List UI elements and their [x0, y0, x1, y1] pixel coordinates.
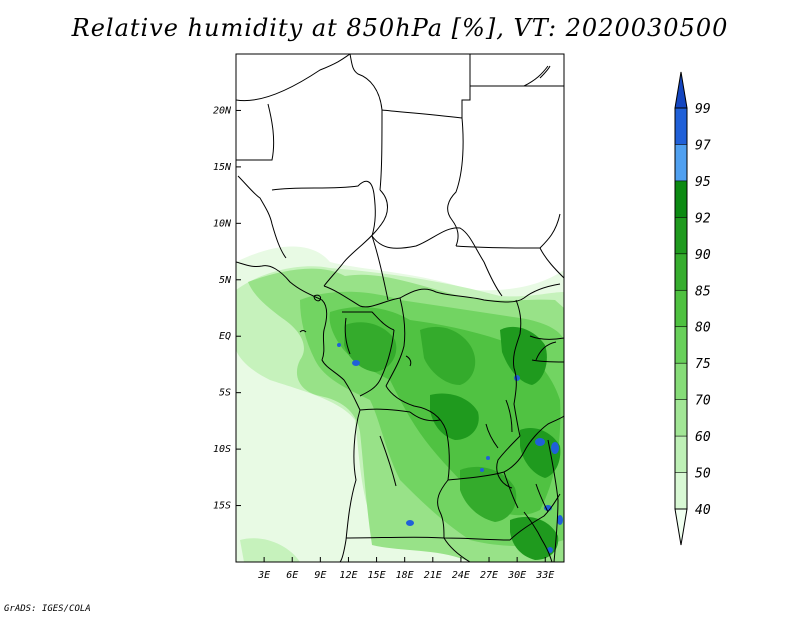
colorbar-upper-arrow: [674, 71, 688, 109]
colorbar-segment: [675, 108, 687, 145]
x-tick-label: 27E: [480, 570, 498, 581]
colorbar-label: 97: [695, 138, 711, 153]
x-tick-label: 9E: [314, 570, 326, 581]
colorbar-label: 60: [695, 430, 711, 445]
colorbar-label: 50: [695, 467, 711, 482]
colorbar-segment: [675, 399, 687, 437]
plot-frame: [235, 53, 565, 563]
colorbar-segment: [675, 363, 687, 400]
y-tick-label: 5S: [219, 388, 231, 399]
colorbar-segment: [675, 217, 687, 254]
colorbar-label: 95: [695, 175, 711, 190]
map-title: Relative humidity at 850hPa [%], VT: 202…: [71, 14, 729, 42]
y-tick-label: 10N: [213, 218, 232, 229]
y-tick-label: 15N: [213, 162, 232, 173]
colorbar-label: 70: [695, 394, 711, 409]
colorbar-segment: [675, 326, 687, 364]
y-tick-label: 15S: [213, 501, 231, 512]
colorbar-label: 40: [695, 503, 711, 518]
x-tick-label: 33E: [535, 570, 554, 581]
y-tick-label: EQ: [219, 331, 231, 342]
country-borders: [236, 54, 564, 562]
colorbar-segment: [675, 180, 687, 218]
x-tick-label: 6E: [286, 570, 298, 581]
footer-credit: GrADS: IGES/COLA: [4, 604, 91, 614]
colorbar-segment: [675, 472, 687, 509]
colorbar-label: 75: [695, 357, 711, 372]
x-tick-label: 24E: [452, 570, 470, 581]
x-tick-label: 3E: [257, 570, 270, 581]
x-tick-label: 18E: [396, 570, 414, 581]
y-tick-label: 5N: [219, 275, 232, 286]
colorbar-label: 85: [695, 284, 711, 299]
colorbar-segment: [675, 436, 687, 473]
x-tick-label: 30E: [507, 570, 526, 581]
y-tick-label: 20N: [213, 105, 232, 116]
colorbar-lower-arrow: [674, 508, 688, 546]
x-tick-label: 21E: [424, 570, 442, 581]
colorbar-segment: [675, 253, 687, 291]
colorbar-label: 90: [695, 248, 711, 263]
x-tick-label: 12E: [339, 570, 357, 581]
x-tick-label: 15E: [368, 570, 386, 581]
humidity-field: [236, 246, 564, 562]
colorbar-segment: [675, 144, 687, 181]
colorbar: 40 50 60 70 75 80 85 90 92 95 97 99: [674, 71, 711, 546]
colorbar-label: 92: [695, 211, 711, 226]
y-tick-label: 10S: [213, 444, 231, 455]
colorbar-label: 80: [695, 321, 711, 336]
colorbar-label: 99: [695, 102, 711, 117]
colorbar-segment: [675, 290, 687, 327]
axis-ticks: 3E 6E 9E 12E 15E 18E 21E 24E 27E 30E 33E 20N 15N 10N 5…: [213, 105, 554, 581]
